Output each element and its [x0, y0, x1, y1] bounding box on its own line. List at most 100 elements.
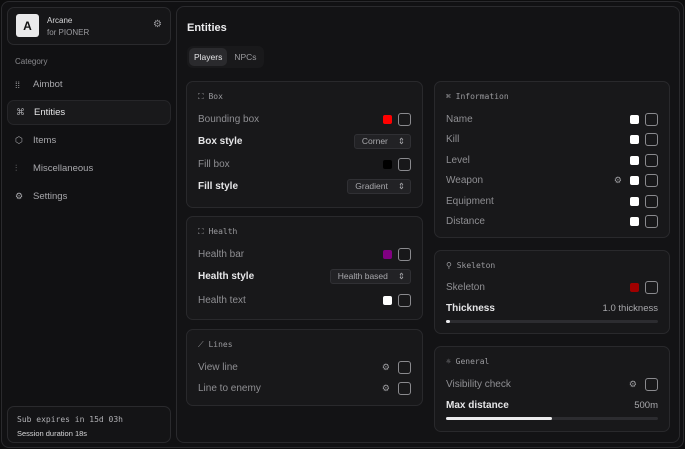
view-line-settings-icon[interactable]: ⚙ — [381, 361, 390, 372]
visibility-check-checkbox[interactable] — [645, 377, 658, 391]
select-chevron-icon: ⇕ — [397, 135, 405, 146]
view-line-label: View line — [198, 361, 238, 373]
info-row-equipment: Equipment — [446, 193, 658, 209]
info-color-swatch[interactable] — [630, 135, 639, 144]
sidebar-item-label: Entities — [34, 107, 66, 118]
information-card: ⌘ Information Name Kill Level Weapon ⚙ Equipm… — [434, 81, 670, 238]
brand-card: A Arcane for PIONER ⚙ — [7, 7, 171, 45]
bounding-box-color-swatch[interactable] — [383, 114, 392, 124]
tab-players[interactable]: Players — [189, 48, 228, 66]
sidebar-item-label: Aimbot — [33, 79, 63, 90]
box-section-title: ⛶ Box — [198, 92, 223, 101]
info-checkbox[interactable] — [645, 174, 658, 187]
fill-box-checkbox[interactable] — [398, 157, 411, 171]
sidebar: A Arcane for PIONER ⚙ Category ⁞⁞ Aimbot … — [0, 0, 174, 449]
line-to-enemy-checkbox[interactable] — [398, 381, 411, 395]
sidebar-item-entities[interactable]: ⌘ Entities — [7, 100, 171, 125]
max-distance-slider[interactable] — [446, 417, 658, 420]
info-checkbox[interactable] — [645, 153, 658, 167]
app-logo: A — [16, 14, 39, 37]
health-section-title: ⛶ Health — [198, 227, 238, 236]
health-text-checkbox[interactable] — [398, 293, 411, 307]
weapon-settings-icon[interactable]: ⚙ — [613, 175, 622, 185]
box-icon: ⬡ — [15, 135, 23, 145]
info-label: Name — [446, 113, 473, 125]
session-duration: Session duration 18s — [17, 429, 88, 438]
skeleton-color-swatch[interactable] — [630, 282, 639, 292]
info-label: Distance — [446, 216, 485, 227]
info-label: Equipment — [446, 195, 494, 207]
app-subtitle: for PIONER — [47, 28, 90, 37]
max-distance-label: Max distance — [446, 399, 509, 411]
information-section-title: ⌘ Information — [446, 92, 509, 101]
health-bar-checkbox[interactable] — [398, 247, 411, 261]
sidebar-item-miscellaneous[interactable]: ⫶ Miscellaneous — [7, 156, 171, 181]
sidebar-item-items[interactable]: ⬡ Items — [7, 128, 171, 153]
sidebar-item-settings[interactable]: ⚙ Settings — [7, 184, 171, 209]
health-text-label: Health text — [198, 294, 246, 306]
sliders-icon: ⫶ — [15, 163, 18, 173]
health-style-label: Health style — [198, 270, 255, 282]
box-card: ⛶ Box Bounding box Box style Corner ⇕ Fill… — [186, 81, 423, 208]
info-color-swatch[interactable] — [630, 176, 639, 185]
max-distance-value: 500m — [634, 399, 658, 411]
app-name: Arcane — [47, 16, 73, 25]
fill-style-row: Fill style Gradient ⇕ — [198, 178, 411, 194]
select-chevron-icon: ⇕ — [397, 180, 405, 191]
skeleton-row: Skeleton — [446, 279, 658, 295]
bone-icon: ⚲ — [446, 261, 452, 270]
info-checkbox[interactable] — [645, 194, 658, 208]
view-line-checkbox[interactable] — [398, 360, 411, 374]
info-color-swatch[interactable] — [630, 196, 639, 206]
bounding-box-checkbox[interactable] — [398, 112, 411, 126]
info-row-distance: Distance — [446, 214, 658, 230]
box-corners-icon: ⛶ — [198, 92, 204, 101]
fill-style-label: Fill style — [198, 180, 239, 192]
info-row-name: Name — [446, 111, 658, 127]
health-bar-color-swatch[interactable] — [383, 249, 392, 259]
info-checkbox[interactable] — [645, 215, 658, 228]
sidebar-item-label: Settings — [33, 191, 68, 202]
sun-icon: ☼ — [446, 357, 451, 366]
tab-bar: Players NPCs — [187, 46, 264, 68]
sidebar-item-label: Items — [33, 135, 57, 146]
info-color-swatch[interactable] — [630, 155, 639, 165]
health-card: ⛶ Health Health bar Health style Health b… — [186, 216, 423, 320]
bounding-box-row: Bounding box — [198, 111, 411, 127]
max-distance-slider-fill — [446, 417, 552, 420]
fill-box-color-swatch[interactable] — [383, 159, 392, 169]
health-style-select[interactable]: Health based ⇕ — [329, 268, 411, 284]
info-checkbox[interactable] — [645, 133, 658, 146]
brand-settings-icon[interactable]: ⚙ — [153, 19, 162, 30]
info-row-weapon: Weapon ⚙ — [446, 173, 658, 189]
skeleton-label: Skeleton — [446, 281, 485, 293]
skeleton-card: ⚲ Skeleton Skeleton Thickness 1.0 thickne… — [434, 250, 670, 334]
thickness-slider[interactable] — [446, 320, 658, 323]
tab-npcs[interactable]: NPCs — [234, 52, 257, 62]
view-line-row: View line ⚙ — [198, 359, 411, 375]
box-style-label: Box style — [198, 135, 243, 147]
sidebar-item-label: Miscellaneous — [33, 163, 94, 174]
sidebar-item-aimbot[interactable]: ⁞⁞ Aimbot — [7, 72, 171, 97]
fill-style-select[interactable]: Gradient ⇕ — [347, 178, 411, 194]
info-row-kill: Kill — [446, 132, 658, 148]
thickness-label: Thickness — [446, 302, 495, 314]
info-color-swatch[interactable] — [630, 114, 639, 124]
page-title: Entities — [187, 22, 227, 34]
visibility-settings-icon[interactable]: ⚙ — [628, 378, 637, 389]
category-label: Category — [15, 57, 48, 66]
health-text-color-swatch[interactable] — [383, 295, 392, 305]
skeleton-checkbox[interactable] — [645, 280, 658, 294]
info-row-level: Level — [446, 152, 658, 168]
info-color-swatch[interactable] — [630, 217, 639, 226]
line-to-enemy-label: Line to enemy — [198, 382, 261, 394]
box-style-row: Box style Corner ⇕ — [198, 133, 411, 149]
entities-icon: ⌘ — [16, 107, 25, 117]
info-checkbox[interactable] — [645, 112, 658, 126]
line-to-enemy-settings-icon[interactable]: ⚙ — [381, 382, 390, 393]
bounding-box-label: Bounding box — [198, 113, 260, 125]
thickness-slider-fill — [446, 320, 451, 323]
box-style-select[interactable]: Corner ⇕ — [353, 133, 411, 149]
line-to-enemy-row: Line to enemy ⚙ — [198, 380, 411, 396]
info-label: Level — [446, 154, 470, 166]
